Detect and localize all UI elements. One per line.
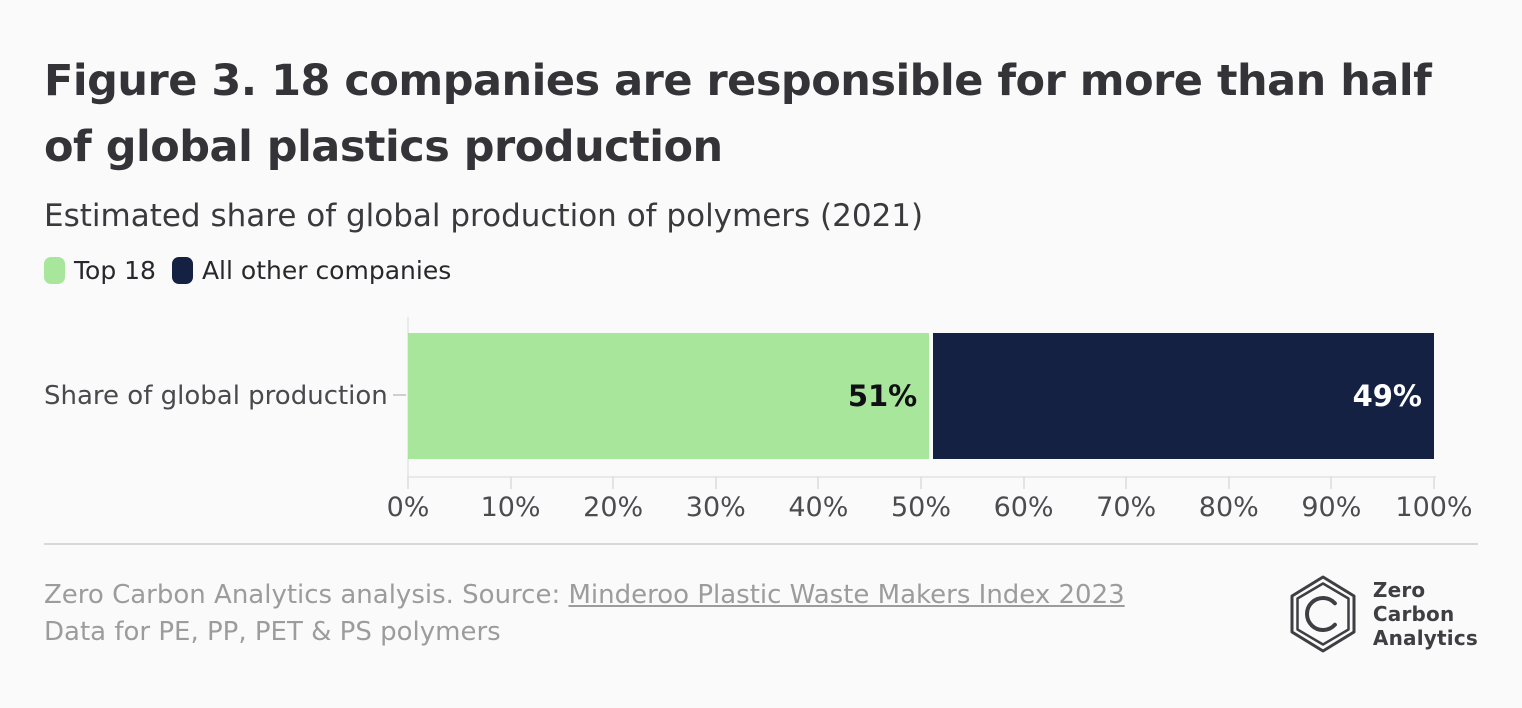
x-axis-line [408, 476, 1436, 478]
x-axis-tick [714, 476, 717, 489]
hexagon-c-logo-icon [1290, 575, 1356, 653]
x-axis-tick-label: 40% [788, 492, 849, 523]
legend-label: Top 18 [74, 256, 156, 285]
x-axis-tick [612, 476, 615, 489]
x-axis-tick [1125, 476, 1128, 489]
logo-word-carbon: Carbon [1372, 602, 1455, 626]
x-axis-tick [407, 476, 409, 489]
x-axis-tick-label: 60% [993, 492, 1054, 523]
x-axis-tick-label: 100% [1395, 492, 1473, 523]
stacked-bar: 51% 49% [408, 333, 1434, 459]
x-axis-tick [1330, 476, 1333, 489]
x-axis: 0% 10% 20% 30% 40% 50% 60% 70% 80% 90% 100% [387, 476, 1473, 526]
x-axis-tick [1433, 476, 1435, 489]
legend-item-top-18: Top 18 [44, 256, 156, 285]
footer: Zero Carbon Analytics analysis. Source: … [44, 575, 1478, 653]
x-axis-tick-label: 20% [583, 492, 644, 523]
legend-label: All other companies [201, 256, 452, 285]
source-line: Zero Carbon Analytics analysis. Source: … [44, 577, 1125, 614]
chart-title: Figure 3. 18 companies are responsible f… [44, 56, 1432, 172]
source-prefix: Zero Carbon Analytics analysis. Source: [44, 580, 569, 610]
x-axis-tick-label: 30% [685, 492, 746, 523]
x-axis-tick-label: 90% [1301, 492, 1362, 523]
bar-segment: 49% [933, 333, 1434, 459]
legend: Top 18 All other companies [44, 256, 1478, 285]
zero-carbon-analytics-logo: Zero Carbon Analytics [1288, 575, 1478, 653]
chart-subtitle: Estimated share of global production of … [44, 198, 924, 234]
x-axis-tick-label: 10% [480, 492, 541, 523]
logo-word-analytics: Analytics [1372, 626, 1478, 650]
bar-value-label: 51% [847, 379, 918, 413]
bar-value-label: 49% [1352, 379, 1422, 413]
footer-divider [44, 543, 1478, 545]
logo-word-zero: Zero [1372, 578, 1426, 602]
x-axis-tick [1227, 476, 1230, 489]
x-axis-tick-label: 0% [386, 492, 430, 523]
source-link[interactable]: Minderoo Plastic Waste Makers Index 2023 [568, 580, 1125, 610]
x-axis-tick [817, 476, 820, 489]
x-axis-tick-label: 80% [1198, 492, 1259, 523]
category-label: Share of global production [44, 381, 388, 411]
legend-swatch-green [44, 257, 65, 284]
x-axis-tick [920, 476, 922, 489]
logo-wordmark: Zero Carbon Analytics [1373, 578, 1478, 650]
x-axis-tick-label: 50% [890, 492, 951, 523]
x-axis-tick [1022, 476, 1025, 489]
bar-segment: 51% [408, 333, 930, 459]
x-axis-tick [509, 476, 512, 489]
legend-item-all-other: All other companies [171, 256, 452, 285]
category-tick [393, 394, 406, 396]
bar-chart: Share of global production 51% 49% 0% 10% 2… [44, 315, 1478, 527]
x-axis-tick-label: 70% [1096, 492, 1157, 523]
legend-swatch-navy [171, 257, 193, 284]
data-note-line: Data for PE, PP, PET & PS polymers [44, 617, 501, 647]
footer-notes: Zero Carbon Analytics analysis. Source: … [44, 577, 1125, 651]
